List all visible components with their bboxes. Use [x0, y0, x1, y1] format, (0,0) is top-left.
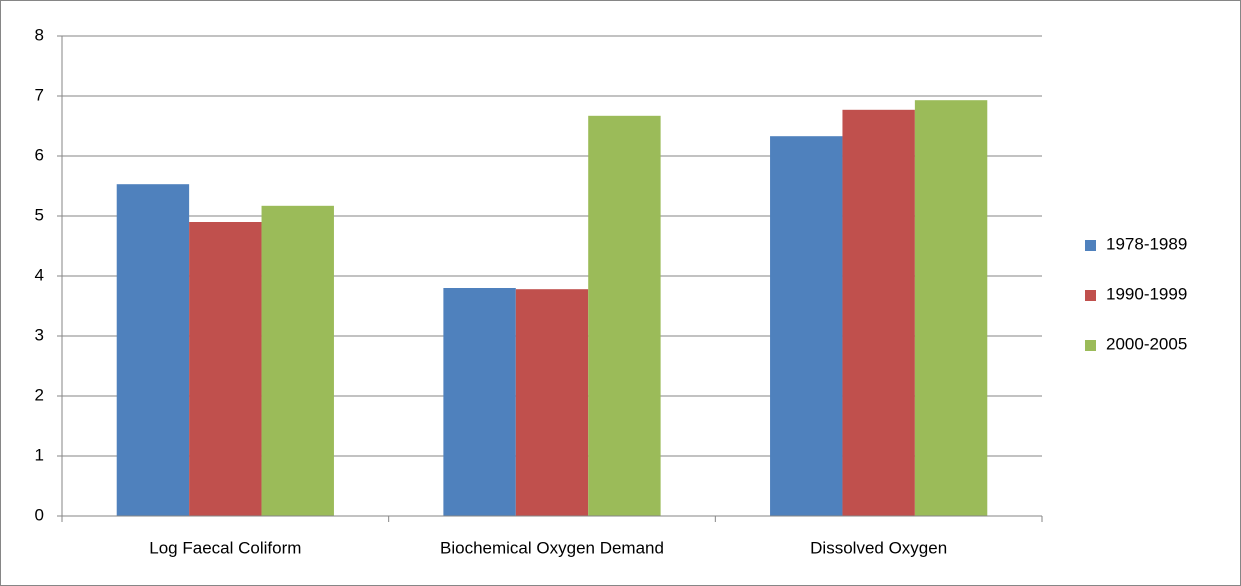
y-tick-label: 0: [35, 505, 44, 524]
y-tick-label: 1: [35, 445, 44, 464]
bar: [443, 288, 516, 516]
bar: [842, 109, 915, 517]
y-tick-label: 6: [35, 145, 44, 164]
bar: [116, 184, 190, 516]
bar: [914, 100, 988, 516]
bar: [515, 289, 589, 516]
legend-swatch: [1085, 240, 1096, 251]
legend-swatch: [1085, 290, 1096, 301]
y-tick-label: 7: [35, 85, 44, 104]
bar: [770, 136, 843, 516]
legend-label: 2000-2005: [1106, 334, 1187, 353]
y-tick-label: 2: [35, 385, 44, 404]
y-tick-label: 4: [35, 265, 44, 284]
x-tick-label: Log Faecal Coliform: [149, 538, 301, 557]
legend-label: 1990-1999: [1106, 284, 1187, 303]
x-tick-label: Biochemical Oxygen Demand: [440, 538, 664, 557]
y-tick-label: 5: [35, 205, 44, 224]
y-tick-label: 3: [35, 325, 44, 344]
legend-label: 1978-1989: [1106, 234, 1187, 253]
y-tick-label: 8: [35, 25, 44, 44]
x-tick-label: Dissolved Oxygen: [810, 538, 947, 557]
legend-swatch: [1085, 340, 1096, 351]
bar: [588, 115, 661, 517]
bar: [261, 205, 334, 517]
bar: [189, 222, 262, 516]
